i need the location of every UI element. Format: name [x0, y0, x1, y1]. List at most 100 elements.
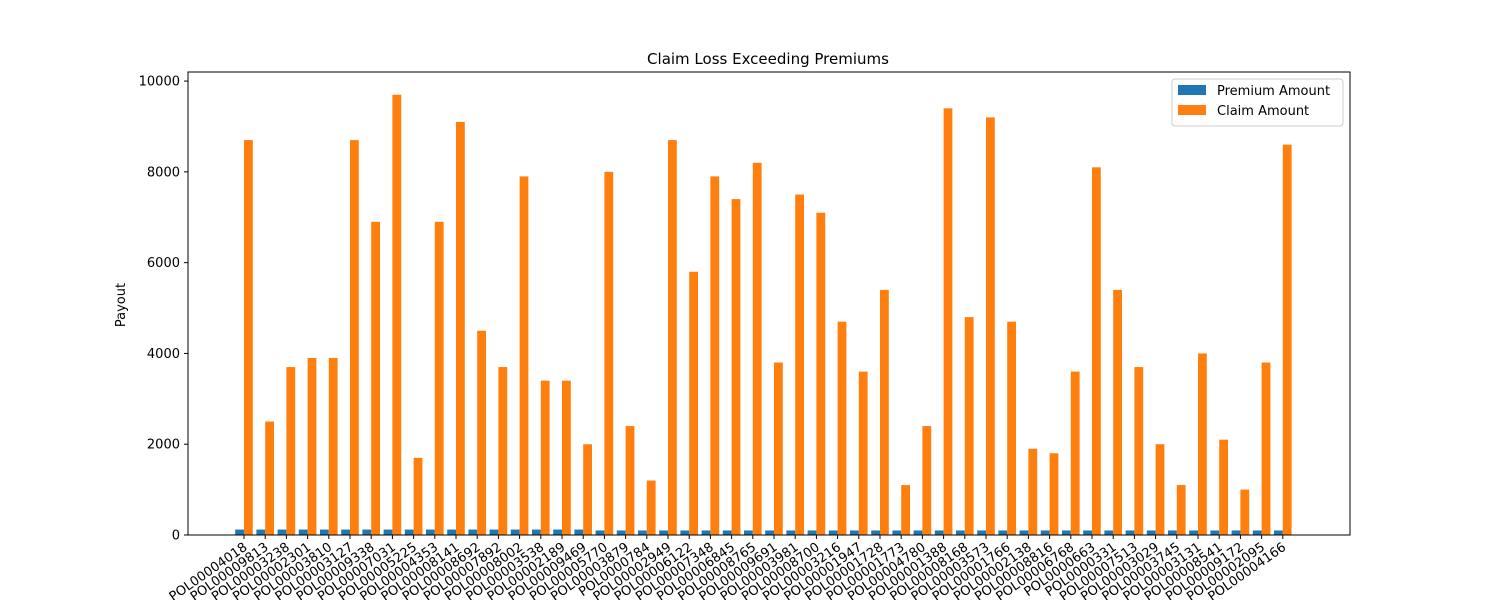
claim-bar-27 — [816, 212, 826, 535]
claim-bar-11 — [477, 330, 486, 535]
premium-bar-5 — [341, 529, 350, 535]
premium-bar-3 — [298, 529, 308, 535]
claim-bar-47 — [1240, 489, 1250, 535]
premium-bar-45 — [1189, 530, 1198, 535]
claim-bar-32 — [922, 426, 932, 535]
premium-bar-13 — [510, 529, 520, 535]
claim-bar-4 — [328, 357, 338, 535]
y-tick-label-0: 0 — [172, 529, 180, 544]
premium-bar-9 — [426, 529, 435, 535]
y-tick-label-5: 10000 — [139, 75, 180, 90]
legend: Premium Amount Claim Amount — [1171, 78, 1344, 127]
claim-bar-46 — [1219, 439, 1228, 535]
y-tick-label-4: 8000 — [147, 165, 180, 180]
claim-bar-37 — [1028, 448, 1038, 535]
premium-bar-34 — [956, 530, 965, 535]
y-tick-label-1: 2000 — [147, 438, 180, 453]
y-axis: 0 2000 4000 6000 8000 10000 — [139, 75, 188, 544]
premium-bar-6 — [362, 529, 372, 535]
claim-bar-13 — [519, 176, 529, 535]
premium-bar-14 — [532, 529, 541, 535]
premium-bar-2 — [277, 529, 287, 535]
premium-bar-25 — [765, 530, 774, 535]
y-axis-label: Payout — [114, 283, 129, 327]
premium-bar-1 — [256, 529, 266, 535]
plot-frame — [187, 71, 1351, 536]
claim-bar-31 — [901, 485, 910, 535]
premium-bar-49 — [1274, 530, 1283, 535]
claim-bar-24 — [752, 162, 762, 535]
claim-bar-40 — [1092, 167, 1101, 535]
claim-bar-6 — [371, 221, 380, 536]
claim-bar-17 — [604, 171, 614, 536]
premium-bar-36 — [998, 530, 1008, 535]
legend-label-0: Premium Amount — [1217, 84, 1330, 99]
claim-bar-49 — [1282, 144, 1292, 535]
claim-bar-14 — [540, 380, 550, 535]
premium-bar-40 — [1083, 530, 1092, 535]
premium-bar-10 — [447, 529, 456, 535]
claim-bar-0 — [244, 140, 253, 535]
claim-bar-18 — [625, 426, 635, 535]
premium-bar-23 — [722, 530, 732, 535]
premium-bar-37 — [1019, 530, 1029, 535]
claim-bar-5 — [350, 140, 359, 535]
claim-bar-43 — [1155, 444, 1165, 535]
claim-bar-20 — [668, 140, 677, 535]
claim-bar-30 — [880, 289, 889, 535]
claim-bar-41 — [1113, 289, 1122, 535]
claim-bar-16 — [583, 444, 592, 535]
premium-bar-38 — [1040, 530, 1050, 535]
claim-bar-36 — [1007, 321, 1016, 535]
premium-bar-11 — [468, 529, 478, 535]
claim-bar-23 — [731, 199, 741, 535]
premium-bar-41 — [1104, 530, 1114, 535]
premium-bar-22 — [701, 530, 711, 535]
premium-bar-27 — [807, 530, 817, 535]
claim-bar-21 — [689, 271, 698, 535]
chart-title: Claim Loss Exceeding Premiums — [647, 50, 889, 68]
claim-bar-9 — [434, 221, 444, 536]
legend-swatch-0 — [1178, 85, 1206, 95]
claim-bar-8 — [413, 457, 423, 535]
premium-bar-12 — [489, 529, 499, 535]
premium-bar-15 — [553, 529, 562, 535]
claim-bar-48 — [1261, 362, 1271, 535]
premium-bar-32 — [913, 530, 923, 535]
premium-bar-8 — [404, 529, 414, 535]
x-axis: POL00004018POL00009813POL00003238POL0000… — [167, 535, 1289, 604]
premium-bar-35 — [977, 530, 986, 535]
claim-bar-44 — [1176, 485, 1186, 535]
premium-bar-46 — [1210, 530, 1220, 535]
premium-bar-24 — [744, 530, 753, 535]
claim-bar-28 — [837, 321, 847, 535]
claim-bar-33 — [943, 108, 953, 535]
claim-bar-35 — [986, 117, 995, 535]
premium-bar-44 — [1168, 530, 1177, 535]
premium-bar-33 — [934, 530, 944, 535]
claim-bar-10 — [456, 121, 465, 536]
premium-bar-48 — [1252, 530, 1262, 535]
claim-bar-25 — [774, 362, 783, 535]
premium-bar-42 — [1125, 530, 1135, 535]
premium-bar-26 — [786, 530, 796, 535]
premium-bar-30 — [871, 530, 880, 535]
premium-bar-43 — [1146, 530, 1156, 535]
bars-layer — [235, 94, 1292, 536]
y-tick-label-3: 6000 — [147, 256, 180, 271]
premium-bar-31 — [892, 530, 902, 535]
claim-bar-38 — [1049, 453, 1059, 535]
legend-label-1: Claim Amount — [1217, 104, 1309, 119]
claim-bar-45 — [1198, 353, 1207, 535]
claim-bar-1 — [265, 421, 274, 535]
claim-bar-42 — [1134, 367, 1144, 535]
premium-bar-4 — [320, 529, 329, 535]
claim-bar-19 — [646, 480, 656, 535]
claim-bar-29 — [858, 371, 868, 535]
claim-bar-22 — [710, 176, 720, 535]
claim-bar-7 — [392, 94, 402, 535]
premium-bar-47 — [1231, 530, 1241, 535]
claim-bar-26 — [795, 194, 804, 535]
